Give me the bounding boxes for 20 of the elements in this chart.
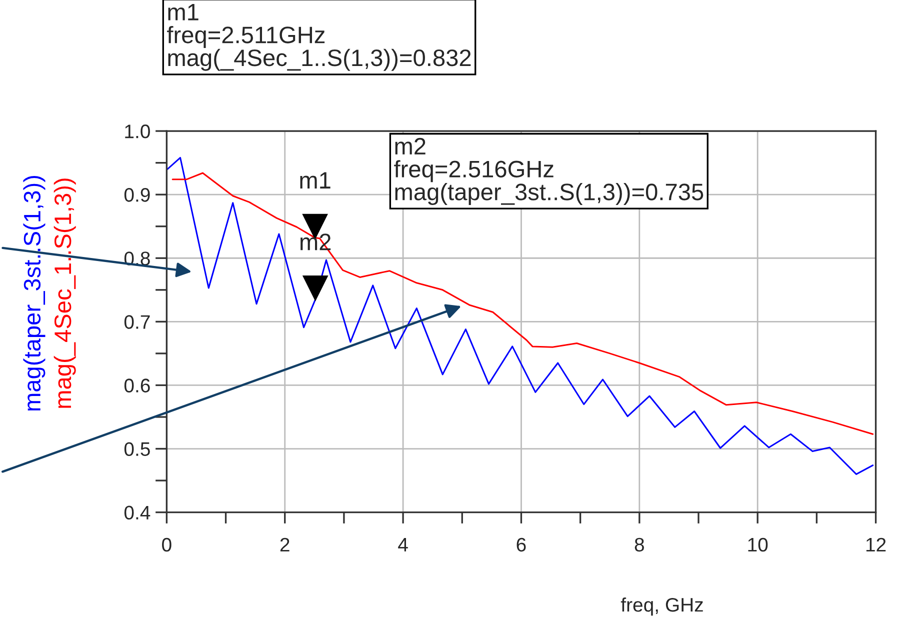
x-tick-label: 8 — [634, 538, 644, 552]
x-tick-label: 2 — [280, 538, 290, 552]
annotation: m2 freq=2.516GHz mag(taper_3st..S(1,3))=0.735 — [394, 138, 704, 206]
y-tick-label: 0.7 — [124, 315, 150, 329]
y-tick-label: 0.9 — [124, 188, 150, 202]
x-tick-label: 4 — [398, 538, 408, 552]
text: mag(_4Sec_1..S(1,3)) — [54, 178, 76, 408]
text: m1 freq=2.511GHz mag(_4Sec_1..S(1,3))=0.832 — [167, 4, 471, 71]
text: mag(taper_3st..S(1,3)) — [23, 176, 46, 410]
y-tick-label: 0.4 — [124, 506, 150, 520]
x-tick-label: 12 — [866, 538, 886, 552]
annotation: m1 — [300, 172, 330, 188]
y-tick-label: 1.0 — [125, 124, 150, 138]
x-tick-label: 10 — [748, 538, 768, 552]
y-tick-label: 0.5 — [124, 442, 150, 456]
line-series — [166, 156, 874, 475]
y-tick-label: 0.6 — [124, 378, 150, 392]
x-axis-title: freq, GHz — [620, 597, 703, 616]
x-tick-label: 6 — [516, 538, 526, 552]
x-tick-label: 0 — [162, 538, 172, 552]
